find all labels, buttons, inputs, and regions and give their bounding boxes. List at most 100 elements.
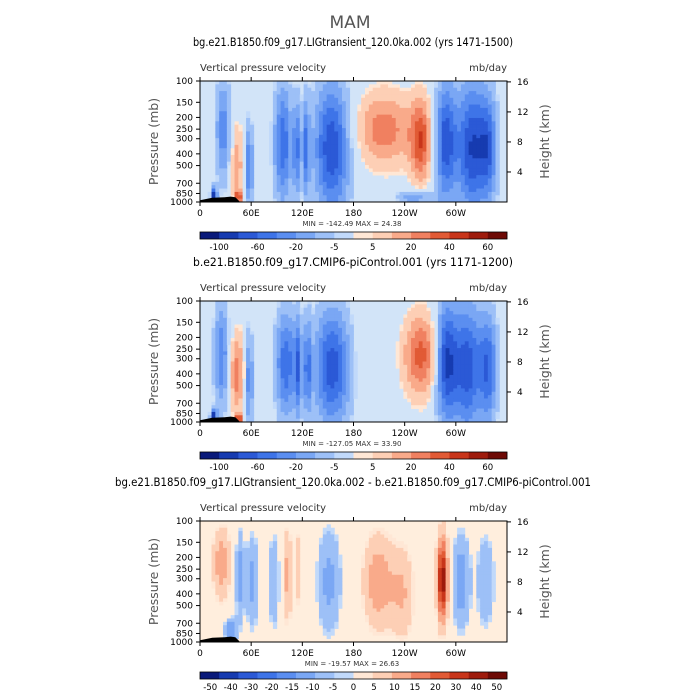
contour-cell — [284, 344, 289, 349]
contour-cell — [457, 198, 462, 203]
y-axis-label-right: Height (km) — [537, 324, 552, 398]
contour-cell — [326, 168, 331, 173]
contour-cell — [457, 371, 462, 376]
contour-cell — [295, 307, 301, 312]
contour-cell — [211, 564, 216, 569]
contour-cell — [476, 168, 481, 173]
contour-cell — [246, 398, 251, 403]
contour-cell — [303, 181, 308, 186]
contour-cell — [288, 124, 293, 129]
contour-cell — [464, 388, 470, 393]
contour-cell — [453, 148, 458, 152]
contour-cell — [322, 178, 328, 183]
contour-cell — [365, 101, 370, 105]
contour-cell — [219, 301, 224, 305]
contour-cell — [219, 94, 224, 99]
contour-cell — [284, 81, 289, 85]
contour-cell — [480, 317, 485, 322]
contour-cell — [414, 134, 420, 139]
contour-cell — [472, 324, 477, 329]
contour-cell — [288, 541, 293, 545]
contour-cell — [491, 144, 496, 149]
contour-cell — [388, 141, 393, 146]
contour-cell — [457, 415, 462, 420]
contour-cell — [322, 537, 328, 542]
contour-cell — [338, 401, 343, 406]
contour-cell — [376, 621, 381, 626]
contour-cell — [249, 551, 255, 556]
contour-cell — [307, 171, 312, 176]
y-tick-label: 700 — [176, 399, 193, 409]
contour-cell — [449, 411, 454, 416]
contour-cell — [384, 128, 389, 132]
contour-cell — [326, 107, 331, 112]
contour-cell — [449, 171, 454, 176]
contour-cell — [407, 91, 412, 95]
contour-cell — [391, 128, 397, 132]
contour-cell — [388, 117, 393, 122]
contour-cell — [326, 185, 331, 189]
contour-cell — [434, 181, 439, 186]
contour-cell — [234, 195, 239, 200]
contour-cell — [368, 168, 374, 173]
contour-cell — [334, 588, 339, 592]
contour-cell — [476, 324, 481, 329]
contour-cell — [449, 144, 454, 149]
contour-cell — [326, 331, 331, 336]
contour-cell — [491, 117, 496, 122]
contour-cell — [483, 344, 489, 349]
contour-cell — [487, 111, 493, 116]
contour-cell — [292, 148, 297, 152]
contour-cell — [434, 378, 439, 383]
contour-cell — [322, 534, 328, 539]
contour-cell — [349, 321, 354, 325]
contour-cell — [414, 121, 420, 126]
contour-cell — [219, 304, 224, 309]
contour-cell — [460, 165, 466, 169]
contour-cell — [246, 588, 251, 592]
contour-cell — [445, 371, 450, 376]
contour-cell — [407, 317, 412, 322]
contour-cell — [361, 561, 366, 566]
contour-cell — [468, 371, 473, 376]
contour-cell — [353, 371, 358, 376]
contour-cell — [376, 544, 381, 549]
contour-cell — [242, 584, 247, 589]
contour-cell — [384, 154, 389, 159]
contour-cell — [334, 385, 339, 389]
contour-cell — [215, 537, 220, 542]
contour-cell — [311, 307, 316, 312]
contour-cell — [341, 371, 347, 376]
contour-cell — [476, 351, 481, 356]
contour-cell — [411, 94, 416, 99]
contour-cell — [295, 341, 301, 346]
contour-cell — [491, 124, 496, 129]
contour-cell — [487, 371, 493, 376]
contour-cell — [318, 307, 324, 312]
contour-cell — [457, 84, 462, 89]
contour-cell — [246, 175, 251, 179]
contour-cell — [365, 605, 370, 609]
contour-cell — [322, 107, 328, 112]
contour-cell — [230, 625, 235, 629]
contour-cell — [307, 351, 312, 356]
contour-cell — [349, 385, 354, 389]
contour-cell — [223, 625, 228, 629]
contour-cell — [295, 408, 301, 413]
contour-cell — [234, 618, 239, 623]
contour-cell — [449, 324, 454, 329]
contour-cell — [426, 124, 431, 129]
contour-cell — [445, 348, 450, 352]
contour-cell — [464, 317, 470, 322]
contour-cell — [330, 185, 335, 189]
contour-cell — [284, 191, 289, 196]
contour-cell — [445, 94, 450, 99]
contour-cell — [480, 311, 485, 315]
contour-cell — [330, 334, 335, 339]
contour-cell — [230, 151, 235, 156]
contour-cell — [230, 391, 235, 396]
contour-cell — [445, 141, 450, 146]
contour-cell — [480, 114, 485, 119]
contour-cell — [272, 324, 278, 329]
contour-cell — [288, 601, 293, 606]
